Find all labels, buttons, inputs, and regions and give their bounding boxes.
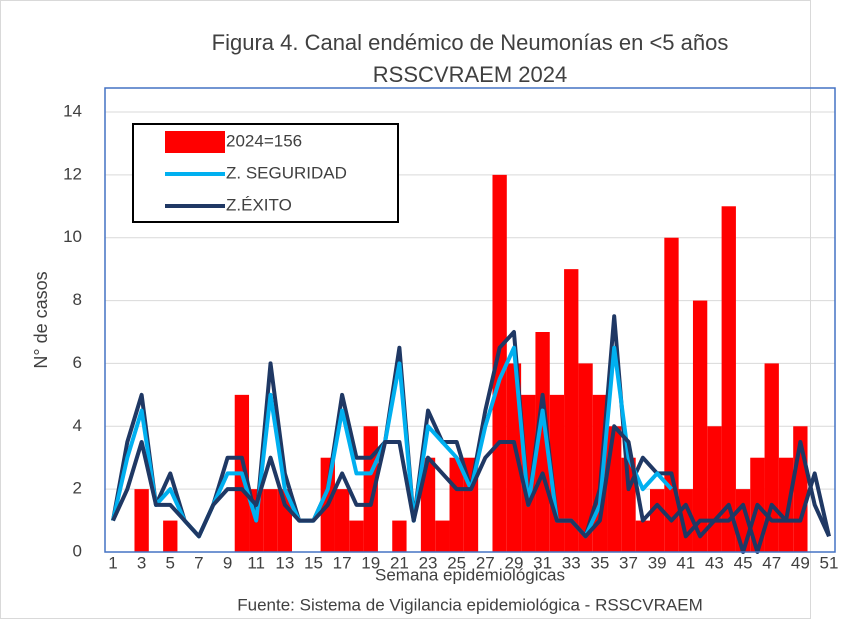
y-tick-label: 10 xyxy=(63,227,82,246)
x-tick-label: 43 xyxy=(705,553,724,572)
bar xyxy=(607,426,622,552)
x-axis-label: Semana epidemiológicas xyxy=(375,565,565,584)
x-tick-label: 9 xyxy=(223,553,232,572)
y-tick-label: 12 xyxy=(63,164,82,183)
x-tick-label: 39 xyxy=(648,553,667,572)
bar xyxy=(778,457,794,552)
x-tick-label: 7 xyxy=(194,553,203,572)
x-tick-label: 27 xyxy=(476,553,495,572)
y-tick-label: 2 xyxy=(73,479,82,498)
x-tick-label: 13 xyxy=(275,553,294,572)
x-tick-label: 11 xyxy=(247,553,265,572)
legend-label: Z. SEGURIDAD xyxy=(226,163,347,182)
x-tick-label: 25 xyxy=(447,553,466,572)
x-tick-label: 5 xyxy=(166,553,175,572)
x-tick-label: 35 xyxy=(590,553,609,572)
bar xyxy=(721,206,736,553)
bar xyxy=(392,520,407,552)
bar xyxy=(277,489,292,552)
legend-label: 2024=156 xyxy=(226,131,302,150)
y-tick-label: 0 xyxy=(73,541,82,560)
bar xyxy=(506,363,522,552)
x-tick-label: 15 xyxy=(304,553,323,572)
bar xyxy=(635,520,650,552)
bar xyxy=(578,363,593,552)
bar xyxy=(650,489,665,552)
y-axis-label: N° de casos xyxy=(31,271,51,368)
y-tick-label: 8 xyxy=(73,290,82,309)
bar xyxy=(263,489,278,552)
bar xyxy=(535,332,550,552)
x-tick-label: 49 xyxy=(791,553,810,572)
bar xyxy=(692,300,708,552)
bar xyxy=(134,489,149,552)
bar xyxy=(435,520,450,552)
bar xyxy=(521,394,536,552)
x-tick-label: 45 xyxy=(734,553,753,572)
bar xyxy=(664,237,679,552)
x-tick-label: 47 xyxy=(762,553,781,572)
x-tick-label: 31 xyxy=(533,553,552,572)
bar xyxy=(163,520,178,552)
bar xyxy=(764,363,779,552)
x-tick-label: 23 xyxy=(419,553,438,572)
x-tick-label: 51 xyxy=(820,553,839,572)
bar xyxy=(492,174,507,552)
x-tick-label: 29 xyxy=(504,553,523,572)
x-tick-label: 1 xyxy=(108,553,117,572)
y-tick-label: 4 xyxy=(73,416,82,435)
bar xyxy=(349,520,364,552)
source-note: Fuente: Sistema de Vigilancia epidemioló… xyxy=(237,595,703,614)
bar xyxy=(707,426,722,552)
chart-title: Figura 4. Canal endémico de Neumonías en… xyxy=(212,30,729,55)
x-tick-label: 33 xyxy=(562,553,581,572)
bar xyxy=(334,489,350,552)
x-tick-label: 37 xyxy=(619,553,638,572)
x-tick-label: 3 xyxy=(137,553,146,572)
bar xyxy=(678,489,693,552)
plot-frame xyxy=(104,87,836,553)
bar xyxy=(564,269,579,552)
chart-subtitle: RSSCVRAEM 2024 xyxy=(373,62,567,87)
bar xyxy=(449,457,464,552)
x-tick-label: 19 xyxy=(361,553,380,572)
line-series xyxy=(111,424,831,554)
x-tick-label: 17 xyxy=(333,553,352,572)
legend-swatch xyxy=(165,131,225,153)
y-tick-label: 6 xyxy=(73,353,82,372)
x-tick-label: 41 xyxy=(676,553,695,572)
y-tick-label: 14 xyxy=(63,101,82,120)
legend-label: Z.ÉXITO xyxy=(226,195,292,214)
x-tick-label: 21 xyxy=(390,553,409,572)
